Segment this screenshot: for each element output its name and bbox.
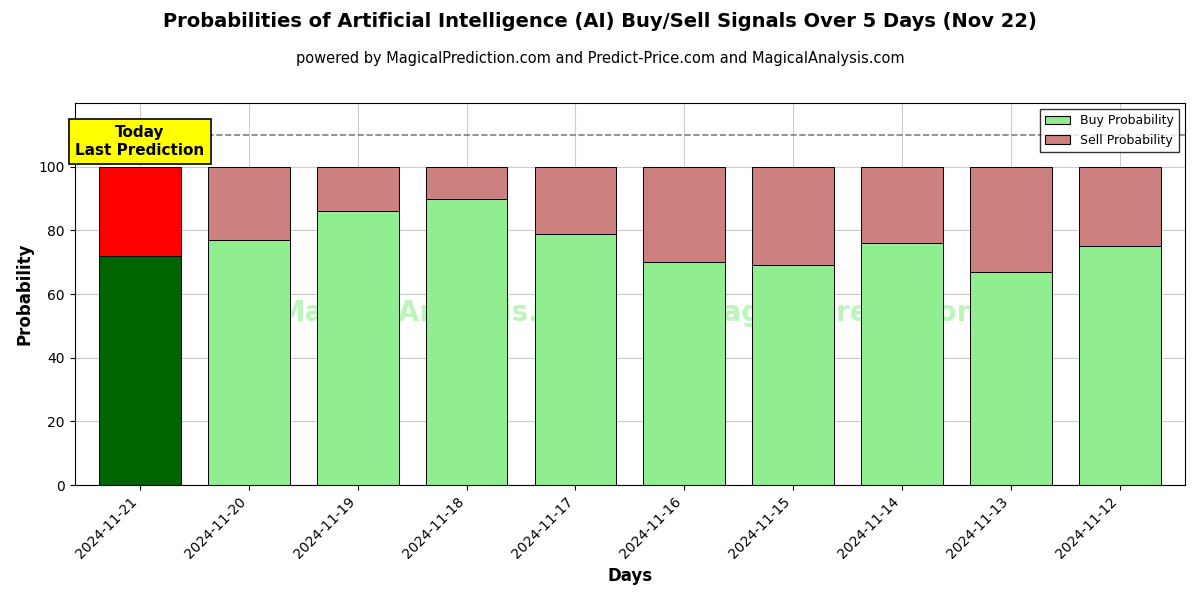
Bar <box>970 167 1051 272</box>
Bar <box>534 167 617 233</box>
Bar <box>317 167 398 211</box>
Bar <box>426 199 508 485</box>
Text: MagicalPrediction.com: MagicalPrediction.com <box>696 299 1052 327</box>
Bar <box>317 211 398 485</box>
Bar <box>752 265 834 485</box>
Bar <box>534 233 617 485</box>
Bar <box>100 167 181 256</box>
Bar <box>862 167 943 243</box>
Bar <box>752 167 834 265</box>
Bar <box>643 262 725 485</box>
Legend: Buy Probability, Sell Probability: Buy Probability, Sell Probability <box>1040 109 1178 152</box>
Bar <box>970 272 1051 485</box>
Text: MagicalAnalysis.com: MagicalAnalysis.com <box>278 299 604 327</box>
Bar <box>100 256 181 485</box>
Y-axis label: Probability: Probability <box>16 243 34 345</box>
Bar <box>862 243 943 485</box>
Text: Probabilities of Artificial Intelligence (AI) Buy/Sell Signals Over 5 Days (Nov : Probabilities of Artificial Intelligence… <box>163 12 1037 31</box>
X-axis label: Days: Days <box>607 567 653 585</box>
Text: Today
Last Prediction: Today Last Prediction <box>76 125 204 158</box>
Bar <box>208 240 289 485</box>
Bar <box>208 167 289 240</box>
Bar <box>1079 246 1160 485</box>
Bar <box>426 167 508 199</box>
Bar <box>1079 167 1160 246</box>
Text: powered by MagicalPrediction.com and Predict-Price.com and MagicalAnalysis.com: powered by MagicalPrediction.com and Pre… <box>295 51 905 66</box>
Bar <box>643 167 725 262</box>
